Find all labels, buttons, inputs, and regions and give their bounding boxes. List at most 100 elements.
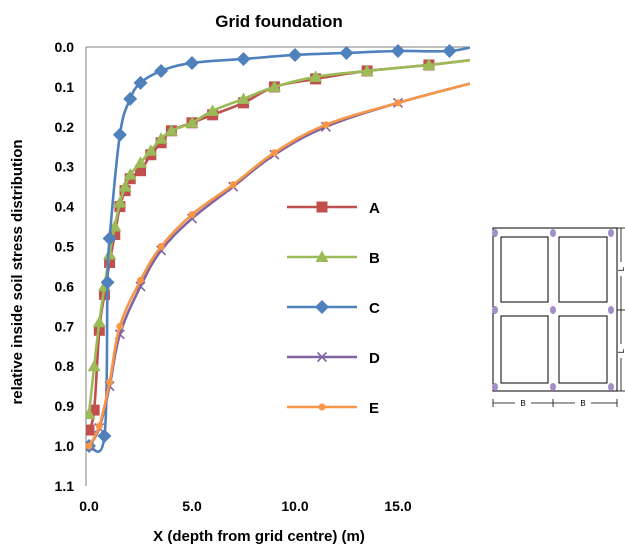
data-point	[360, 64, 374, 76]
grid-cell	[558, 236, 608, 303]
data-point	[229, 181, 237, 189]
data-point	[144, 144, 158, 156]
y-tick-label: 0.9	[55, 398, 75, 414]
data-point	[318, 403, 326, 411]
legend: A B C D E	[287, 200, 380, 417]
data-point	[109, 229, 121, 241]
dimension-l-label: L	[617, 348, 625, 353]
y-tick-label: 1.0	[55, 438, 75, 454]
y-tick-label: 0.6	[55, 278, 75, 294]
y-tick-labels: 0.0 0.1 0.2 0.3 0.4 0.5 0.6 0.7 0.8 0.9 1.0 1.1	[55, 39, 75, 494]
data-point	[87, 359, 101, 372]
data-point	[134, 156, 147, 168]
data-point	[185, 55, 199, 70]
data-point	[206, 104, 220, 116]
y-tick-label: 0.5	[55, 239, 75, 255]
data-point	[236, 51, 251, 66]
legend-entry-B: B	[287, 250, 380, 267]
data-point	[316, 201, 328, 213]
series-E	[86, 82, 470, 450]
data-point	[88, 404, 100, 416]
data-point	[102, 231, 117, 246]
dimension-b	[492, 399, 618, 407]
data-point	[315, 250, 329, 262]
x-tick-label: 0.0	[79, 498, 99, 514]
x-tick-label: 10.0	[281, 498, 308, 514]
dimension-l-label: L	[617, 266, 625, 271]
data-point	[154, 132, 168, 144]
data-point	[154, 63, 169, 78]
data-series	[86, 43, 470, 453]
legend-label: A	[369, 200, 380, 217]
data-point	[86, 442, 93, 450]
data-point	[188, 211, 196, 219]
column-dot	[608, 306, 614, 314]
data-point	[316, 351, 328, 363]
data-point	[315, 300, 329, 314]
data-point	[116, 322, 124, 330]
series-line	[87, 58, 470, 415]
series-A	[86, 58, 470, 436]
y-axis-label: relative inside soil stress distribution	[9, 139, 26, 404]
data-point	[267, 80, 281, 92]
column-dot	[492, 229, 498, 237]
y-tick-label: 0.0	[55, 39, 75, 55]
data-point	[422, 58, 436, 70]
y-tick-label: 0.2	[55, 119, 75, 135]
series-line	[87, 82, 470, 447]
data-point	[86, 424, 95, 436]
data-point	[118, 180, 132, 192]
series-line	[87, 82, 470, 447]
legend-entry-D: D	[287, 350, 380, 367]
series-C	[86, 43, 470, 453]
series-D	[86, 82, 470, 452]
data-point	[288, 47, 302, 62]
y-tick-label: 0.7	[55, 318, 75, 334]
dimension-b-label: B	[580, 399, 585, 408]
dimension-l	[617, 227, 625, 392]
data-point	[100, 275, 115, 290]
legend-label: C	[369, 300, 380, 317]
grid-cell	[558, 315, 608, 384]
column-markers	[492, 229, 614, 391]
column-dot	[608, 383, 614, 391]
data-point	[237, 92, 250, 104]
column-dot	[550, 306, 556, 314]
series-line	[87, 58, 470, 431]
data-point	[322, 121, 330, 129]
series-line	[87, 46, 470, 453]
data-point	[86, 407, 96, 420]
legend-label: B	[369, 250, 380, 267]
column-dot	[492, 306, 498, 314]
data-point	[135, 165, 146, 177]
data-point	[442, 43, 457, 58]
legend-entry-C: C	[287, 300, 380, 317]
data-point	[391, 43, 405, 58]
plot-axes	[85, 46, 470, 486]
data-point	[339, 45, 354, 60]
column-dot	[550, 383, 556, 391]
data-point	[133, 75, 148, 90]
y-tick-label: 0.4	[55, 199, 75, 215]
y-tick-label: 0.3	[55, 159, 75, 175]
data-point	[113, 196, 127, 208]
grid-cell	[500, 236, 549, 303]
data-point	[95, 422, 103, 430]
chart-title: Grid foundation	[215, 12, 342, 31]
data-point	[112, 127, 127, 142]
data-point	[157, 243, 165, 250]
data-point	[104, 256, 116, 268]
x-tick-label: 15.0	[384, 498, 411, 514]
data-point	[185, 116, 199, 128]
data-point	[106, 378, 114, 386]
data-point	[97, 429, 112, 444]
dimension-b-label: B	[520, 399, 525, 408]
legend-label: E	[369, 400, 379, 417]
legend-entry-A: A	[287, 200, 380, 217]
y-tick-label: 1.1	[55, 478, 75, 494]
data-point	[164, 124, 178, 136]
data-point	[123, 91, 138, 106]
x-tick-label: 5.0	[182, 498, 202, 514]
legend-label: D	[369, 350, 380, 367]
